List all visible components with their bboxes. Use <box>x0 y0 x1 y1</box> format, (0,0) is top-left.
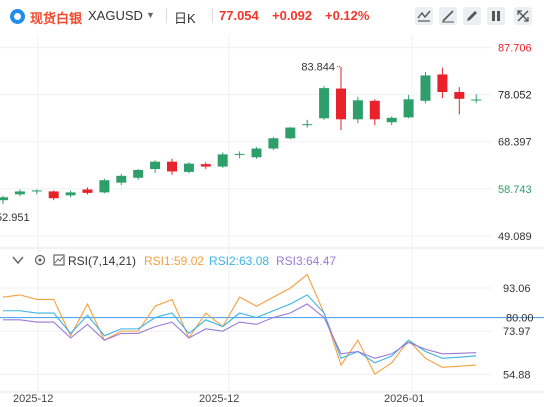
price-change-percent: +0.12% <box>325 8 370 23</box>
symbol-dropdown-chevron-icon[interactable]: ▼ <box>146 10 155 20</box>
price-tick-label: 49.089 <box>498 231 532 243</box>
candle-body <box>386 117 397 123</box>
candle-body <box>82 189 93 193</box>
indicator-icon[interactable] <box>415 7 433 25</box>
candle-body <box>285 127 296 139</box>
x-tick-label: 2025-12 <box>13 393 53 405</box>
rsi-label: RSI(7,14,21) <box>68 254 137 268</box>
chart-toolbar: 现货白银 XAGUSD ▼ 日K 77.054 +0.092 +0.12% <box>0 0 544 32</box>
rsi2-line <box>3 294 477 364</box>
candle-body <box>352 100 363 120</box>
candle-body <box>471 99 482 101</box>
candle-body <box>200 164 211 167</box>
rsi-tick-label: 93.06 <box>503 283 531 295</box>
x-tick-label: 2025-12 <box>199 393 239 405</box>
candle-body <box>302 124 313 126</box>
rsi-header: RSI(7,14,21) RSI1:59.02 RSI2:63.08 RSI3:… <box>0 250 544 270</box>
candle-body <box>167 161 177 172</box>
toolbar-divider <box>166 8 167 23</box>
candle-body <box>454 91 465 99</box>
rsi1-line <box>2 273 477 375</box>
settings-gear-icon[interactable] <box>34 254 46 266</box>
price-tick-label: 68.397 <box>498 137 532 149</box>
price-change: +0.092 <box>272 8 313 23</box>
chart-axes: 87.706 78.052 68.397 58.743 49.089 93.06 73.97… <box>0 43 534 405</box>
toolbar-divider <box>212 8 213 23</box>
rsi-level-label: 80.00 <box>506 313 534 325</box>
rsi2-value: RSI2:63.08 <box>209 254 270 268</box>
candle-body <box>217 154 228 167</box>
candle-body <box>48 191 59 199</box>
candle-body <box>369 100 380 120</box>
candle-body <box>14 191 25 195</box>
symbol-name-label: 现货白银 <box>30 11 83 26</box>
candlestick-series <box>0 66 482 205</box>
price-tick-label: 87.706 <box>498 43 532 55</box>
candle-body <box>0 197 8 201</box>
rsi-tick-label: 54.88 <box>503 369 531 381</box>
candle-body <box>234 153 245 155</box>
candle-body <box>336 88 346 120</box>
rsi-tick-label: 73.97 <box>503 326 531 338</box>
candle-body <box>31 190 42 192</box>
fullscreen-icon[interactable] <box>514 7 532 25</box>
chart-grid <box>0 34 544 393</box>
rsi1-value: RSI1:59.02 <box>144 254 205 268</box>
candle-body <box>319 88 330 119</box>
drawing-line-icon[interactable] <box>439 7 457 25</box>
candle-body <box>251 148 262 158</box>
candle-body <box>403 99 414 118</box>
price-tick-label: 58.743 <box>498 184 532 196</box>
price-tick-label: 78.052 <box>498 90 532 102</box>
pencil-icon[interactable] <box>463 7 481 25</box>
low-annotation: 52.951 <box>0 212 30 224</box>
x-tick-label: 2026-01 <box>384 393 424 405</box>
candle-body <box>150 161 161 169</box>
rsi-series <box>2 273 477 375</box>
collapse-icon[interactable] <box>12 255 24 265</box>
candle-body <box>133 169 144 178</box>
high-annotation: 83.844 <box>301 62 335 74</box>
rsi3-line <box>3 303 477 359</box>
last-price: 77.054 <box>219 8 259 23</box>
candle-body <box>116 175 127 183</box>
candle-body <box>65 192 76 196</box>
candle-body <box>268 138 279 149</box>
timeframe-selector[interactable]: 日K <box>174 11 196 26</box>
candle-body <box>99 180 110 193</box>
symbol-code[interactable]: XAGUSD <box>88 8 143 23</box>
visibility-toggle-icon[interactable] <box>487 7 505 25</box>
brand-logo-icon <box>10 9 25 24</box>
candle-body <box>437 74 448 92</box>
rsi3-value: RSI3:64.47 <box>276 254 337 268</box>
rsi-indicator-icon <box>53 254 65 266</box>
candle-body <box>420 75 431 101</box>
candle-body <box>183 163 194 172</box>
